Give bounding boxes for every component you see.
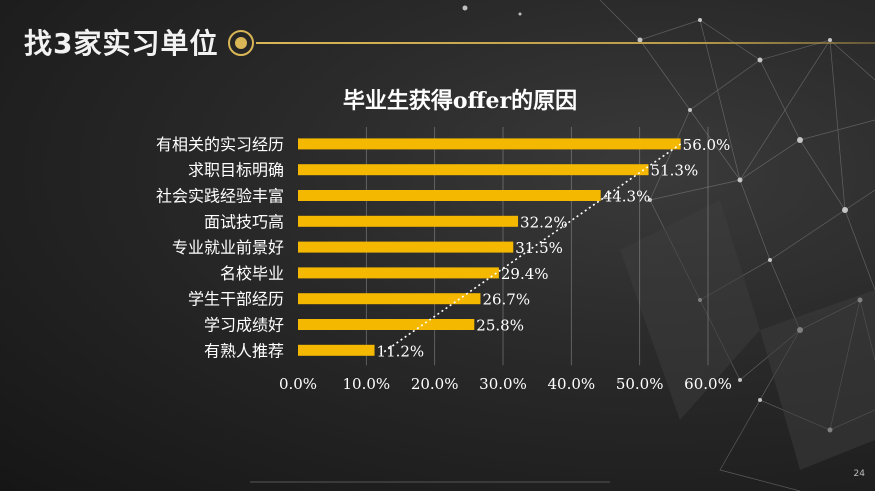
slide-title: 找3家实习单位 [24,27,219,60]
category-label: 面试技巧高 [204,212,284,231]
value-label: 25.8% [476,317,524,335]
bar [298,138,681,150]
bottom-scroll-rule [250,481,610,483]
bar [298,241,514,253]
value-label: 56.0% [683,136,731,154]
value-label: 51.3% [651,162,699,180]
category-label: 社会实践经验丰富 [156,187,284,206]
value-label: 11.2% [377,342,425,360]
x-tick-label: 50.0% [616,375,664,393]
bar [298,164,649,176]
bars [298,138,681,356]
bar [298,319,475,330]
category-label: 学习成绩好 [204,316,284,335]
value-labels: 56.0% 51.3%44.3% 32.2% 31.5% 29.4% 26.7% 25.8%… [377,136,731,360]
category-label: 学生干部经历 [188,290,284,309]
value-label: 26.7% [482,291,530,309]
bar [298,344,375,356]
x-tick-label: 20.0% [411,375,459,393]
category-label: 有熟人推荐 [204,341,284,360]
value-label: 44.3% [603,188,651,206]
x-tick-label: 0.0% [279,375,317,393]
bar [298,267,499,279]
title-circle-ornament [228,30,254,56]
x-axis-ticks: 0.0% 10.0% 20.0% 30.0% 40.0% 50.0% 60.0% [279,375,732,393]
x-tick-label: 60.0% [684,375,732,393]
x-tick-label: 30.0% [479,375,527,393]
x-tick-label: 40.0% [548,375,596,393]
value-label: 31.5% [515,239,563,257]
category-label: 名校毕业 [220,264,284,283]
trendline [380,143,682,355]
category-label: 专业就业前景好 [172,238,284,257]
title-underline-rule [256,42,875,44]
bar [298,190,601,201]
category-label: 有相关的实习经历 [156,135,284,154]
x-tick-label: 10.0% [343,375,391,393]
category-labels: 有相关的实习经历求职目标明确社会实践经验丰富面试技巧高专业就业前景好名校毕业学生… [156,135,284,360]
bar [298,215,519,227]
value-label: 32.2% [520,213,568,231]
bar [298,293,481,305]
category-label: 求职目标明确 [188,161,284,180]
chart-title: 毕业生获得offer的原因 [343,88,577,114]
value-label: 29.4% [501,265,549,283]
page-number: 24 [853,469,865,479]
trendline-dotted [380,143,682,355]
